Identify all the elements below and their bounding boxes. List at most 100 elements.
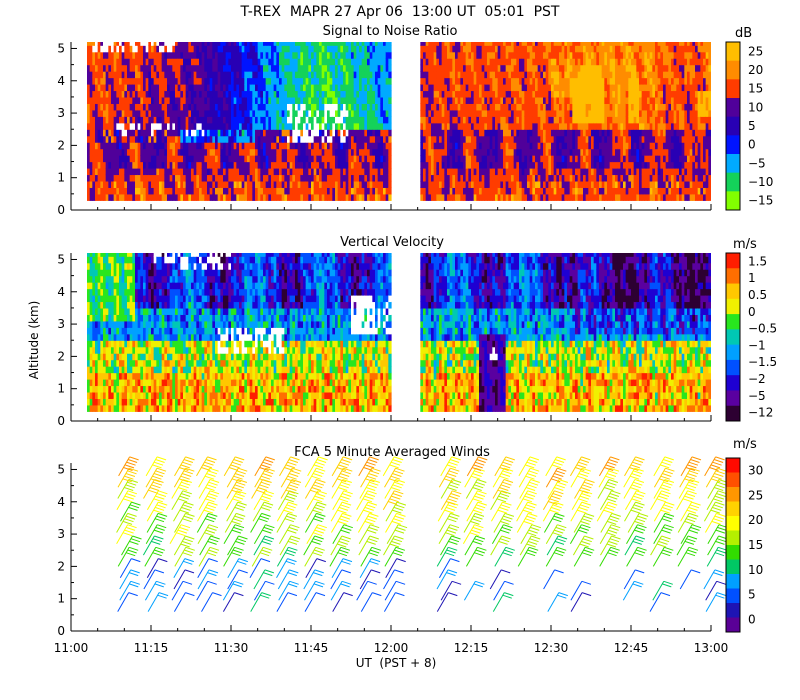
colorbar-label: 1.5	[748, 254, 767, 268]
colorbar-swatch	[726, 501, 740, 517]
snr-axes: 0 1 2 3 4 5	[57, 41, 712, 217]
snr-title: Signal to Noise Ratio	[323, 24, 458, 39]
colorbar-swatch	[726, 458, 740, 473]
colorbar-swatch	[726, 60, 740, 80]
colorbar-swatch	[726, 530, 740, 546]
y-axis-label: Altitude (km)	[27, 301, 41, 380]
y-tick-label: 3	[57, 317, 65, 331]
colorbar-swatch	[726, 359, 740, 376]
colorbar-swatch	[726, 559, 740, 575]
colorbar-label: −0.5	[748, 322, 777, 336]
colorbar-swatch	[726, 588, 740, 604]
x-tick-label: 11:30	[214, 641, 249, 655]
vv-colorbar: 1.5 1 0.5 0 −0.5 −1 −1.5 −2 −5 −12	[725, 252, 777, 422]
y-tick-label: 0	[57, 203, 65, 217]
colorbar-label: −5	[748, 389, 766, 403]
x-tick-label: 12:15	[454, 641, 489, 655]
vv-axes: 0 1 2 3 4 5	[57, 252, 712, 428]
y-tick-label: 5	[57, 252, 65, 266]
wind-barbs	[116, 456, 729, 612]
y-tick-label: 3	[57, 527, 65, 541]
colorbar-swatch	[726, 487, 740, 502]
colorbar-swatch	[726, 42, 740, 62]
colorbar-swatch	[726, 375, 740, 391]
y-tick-label: 3	[57, 106, 65, 120]
colorbar-label: −1.5	[748, 355, 777, 369]
colorbar-swatch	[726, 390, 740, 407]
colorbar-swatch	[726, 545, 740, 560]
vv-title: Vertical Velocity	[340, 235, 444, 250]
colorbar-label: 10	[748, 100, 763, 114]
colorbar-label: 15	[748, 82, 763, 96]
figure-title: T-REX MAPR 27 Apr 06 13:00 UT 05:01 PST	[240, 4, 560, 20]
vv-heatmap	[87, 253, 711, 412]
x-axis-label: UT (PST + 8)	[356, 656, 437, 670]
colorbar-label: 30	[748, 463, 763, 477]
snr-units: dB	[735, 26, 752, 41]
colorbar-swatch	[726, 329, 740, 346]
colorbar-label: −15	[748, 194, 773, 208]
vv-units: m/s	[733, 237, 757, 252]
colorbar-swatch	[726, 574, 740, 589]
colorbar-swatch	[726, 344, 740, 361]
colorbar-swatch	[726, 135, 740, 155]
y-tick-label: 2	[57, 559, 65, 573]
colorbar-swatch	[726, 298, 740, 315]
y-tick-label: 1	[57, 171, 65, 185]
y-tick-label: 2	[57, 138, 65, 152]
wind-panel: FCA 5 Minute Averaged Winds 0 1 2 3 4 5 m/s 3…	[57, 437, 763, 638]
colorbar-swatch	[726, 516, 740, 531]
colorbar-label: −2	[748, 372, 766, 386]
colorbar-label: −12	[748, 406, 773, 420]
colorbar-swatch	[726, 79, 740, 99]
y-tick-label: 1	[57, 382, 65, 396]
x-tick-labels: 11:00 11:15 11:30 11:45 12:00 12:15 12:30 12:45…	[54, 641, 729, 655]
colorbar-label: 15	[748, 538, 763, 552]
colorbar-label: 25	[748, 44, 763, 58]
colorbar-swatch	[726, 405, 740, 422]
x-tick-label: 12:30	[534, 641, 569, 655]
y-tick-label: 5	[57, 41, 65, 55]
wind-colorbar: 30 25 20 15 10 5 0	[725, 457, 763, 633]
colorbar-label: 0.5	[748, 288, 767, 302]
x-tick-label: 11:45	[294, 641, 329, 655]
colorbar-swatch	[726, 154, 740, 174]
wind-axes: 0 1 2 3 4 5	[57, 462, 712, 638]
x-tick-label: 11:15	[134, 641, 169, 655]
y-tick-label: 2	[57, 349, 65, 363]
snr-panel: Signal to Noise Ratio 0 1 2 3 4 5 dB 25 20 15 10…	[57, 24, 773, 217]
colorbar-label: 0	[748, 613, 756, 627]
x-tick-label: 11:00	[54, 641, 89, 655]
colorbar-label: 0	[748, 138, 756, 152]
colorbar-label: 0	[748, 305, 756, 319]
y-tick-label: 0	[57, 414, 65, 428]
wind-units: m/s	[733, 437, 757, 452]
vv-panel: Vertical Velocity 0 1 2 3 4 5 m/s 1.5 1 0.5 0 −0.…	[27, 235, 777, 428]
colorbar-label: 10	[748, 563, 763, 577]
colorbar-swatch	[726, 472, 740, 488]
snr-heatmap	[87, 42, 711, 201]
colorbar-label: 20	[748, 513, 763, 527]
y-tick-label: 1	[57, 592, 65, 606]
colorbar-label: 20	[748, 63, 763, 77]
colorbar-label: 5	[748, 119, 756, 133]
colorbar-swatch	[726, 191, 740, 211]
colorbar-label: 5	[748, 588, 756, 602]
colorbar-swatch	[726, 314, 740, 330]
colorbar-swatch	[726, 172, 740, 192]
y-tick-label: 4	[57, 285, 65, 299]
colorbar-swatch	[726, 603, 740, 618]
y-tick-label: 4	[57, 495, 65, 509]
colorbar-swatch	[726, 283, 740, 300]
x-tick-label: 12:00	[374, 641, 409, 655]
y-tick-label: 5	[57, 462, 65, 476]
colorbar-swatch	[726, 617, 740, 633]
colorbar-label: −10	[748, 175, 773, 189]
y-tick-label: 4	[57, 74, 65, 88]
colorbar-swatch	[726, 116, 740, 136]
wind-title: FCA 5 Minute Averaged Winds	[294, 445, 490, 460]
colorbar-swatch	[726, 98, 740, 118]
x-tick-label: 13:00	[694, 641, 729, 655]
colorbar-label: −5	[748, 156, 766, 170]
